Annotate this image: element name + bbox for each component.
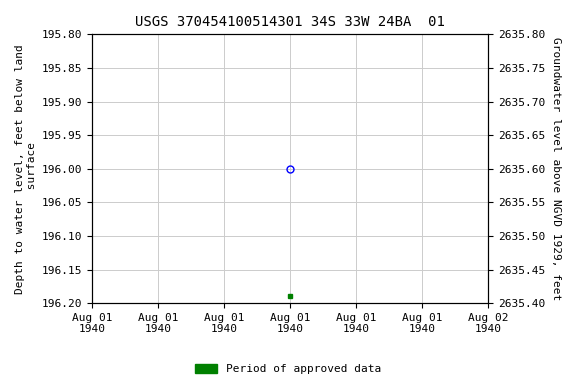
Y-axis label: Depth to water level, feet below land
 surface: Depth to water level, feet below land su… [15,44,37,294]
Y-axis label: Groundwater level above NGVD 1929, feet: Groundwater level above NGVD 1929, feet [551,37,561,300]
Legend: Period of approved data: Period of approved data [191,359,385,379]
Title: USGS 370454100514301 34S 33W 24BA  01: USGS 370454100514301 34S 33W 24BA 01 [135,15,445,29]
